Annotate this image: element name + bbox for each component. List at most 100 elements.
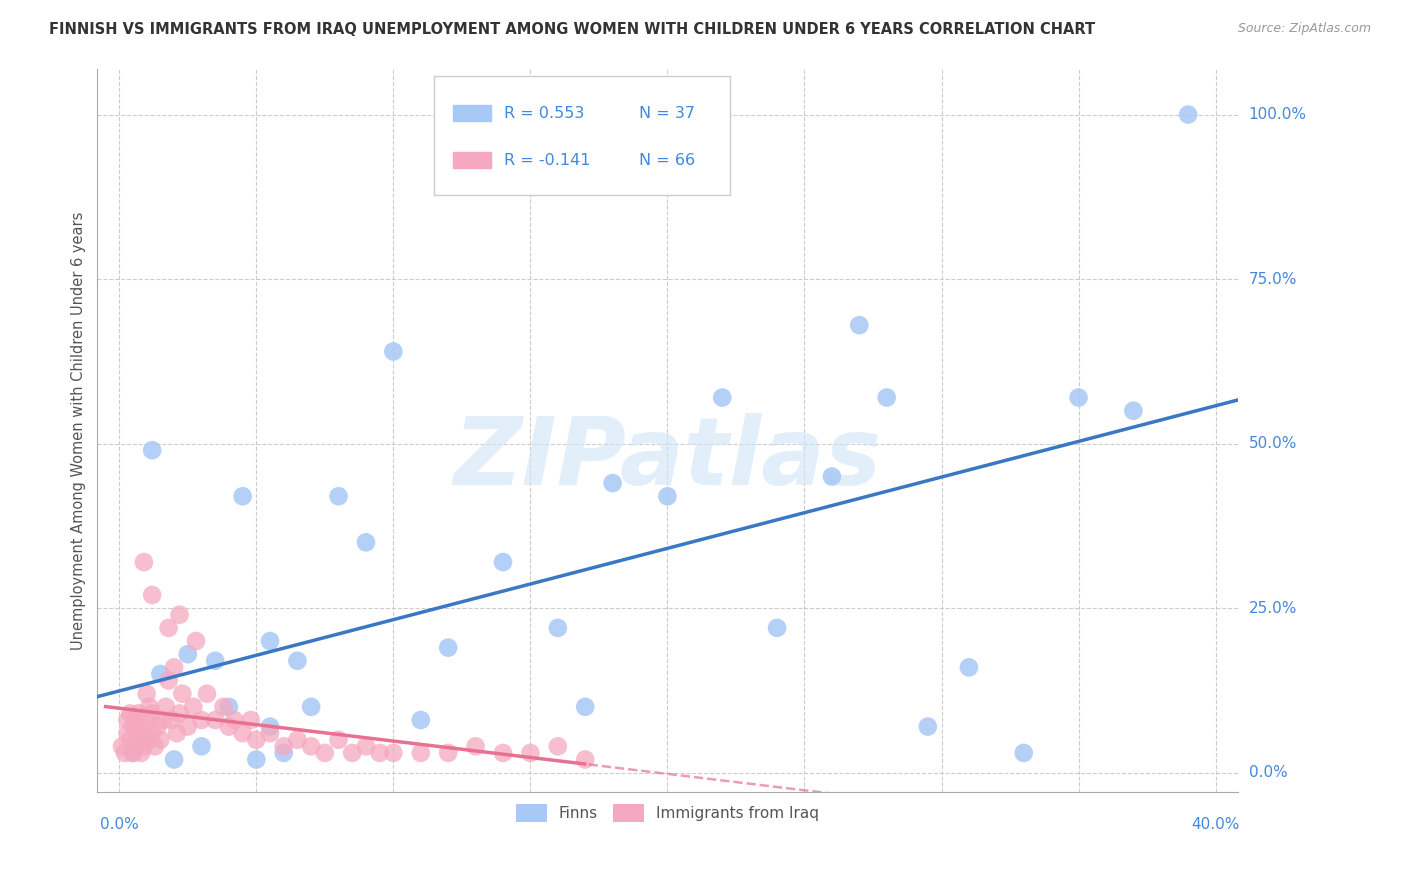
Point bbox=[169, 607, 191, 622]
Point bbox=[848, 318, 870, 333]
Point bbox=[127, 732, 149, 747]
Point bbox=[239, 713, 262, 727]
Point bbox=[204, 713, 226, 727]
Point bbox=[163, 660, 186, 674]
Legend: Finns, Immigrants from Iraq: Finns, Immigrants from Iraq bbox=[510, 798, 825, 828]
Point bbox=[143, 739, 166, 754]
Point bbox=[519, 746, 541, 760]
Point bbox=[547, 621, 569, 635]
Point bbox=[382, 344, 405, 359]
Bar bbox=[453, 105, 491, 121]
Point bbox=[195, 687, 218, 701]
Point bbox=[409, 713, 432, 727]
Point bbox=[141, 706, 163, 721]
Point bbox=[437, 640, 460, 655]
Point bbox=[232, 489, 254, 503]
Point bbox=[547, 739, 569, 754]
Point bbox=[160, 713, 183, 727]
Point bbox=[129, 720, 152, 734]
Point bbox=[181, 699, 204, 714]
Point bbox=[122, 746, 145, 760]
Point bbox=[149, 667, 172, 681]
Point bbox=[259, 720, 281, 734]
Text: R = -0.141: R = -0.141 bbox=[505, 153, 591, 168]
Point bbox=[122, 720, 145, 734]
Point bbox=[120, 732, 142, 747]
Point bbox=[259, 634, 281, 648]
Text: 0.0%: 0.0% bbox=[1249, 765, 1288, 780]
Point bbox=[122, 746, 145, 760]
Point bbox=[190, 713, 212, 727]
Point bbox=[212, 699, 235, 714]
Point bbox=[382, 746, 405, 760]
Point bbox=[117, 726, 139, 740]
Text: N = 37: N = 37 bbox=[638, 105, 695, 120]
Point bbox=[245, 732, 267, 747]
Point bbox=[1177, 107, 1199, 121]
Text: 50.0%: 50.0% bbox=[1249, 436, 1296, 451]
Point bbox=[157, 621, 180, 635]
Point bbox=[917, 720, 939, 734]
Point bbox=[177, 720, 200, 734]
Text: FINNISH VS IMMIGRANTS FROM IRAQ UNEMPLOYMENT AMONG WOMEN WITH CHILDREN UNDER 6 Y: FINNISH VS IMMIGRANTS FROM IRAQ UNEMPLOY… bbox=[49, 22, 1095, 37]
Point bbox=[821, 469, 844, 483]
Point bbox=[314, 746, 336, 760]
Point bbox=[354, 535, 377, 549]
Point bbox=[149, 732, 172, 747]
Point bbox=[368, 746, 391, 760]
Point bbox=[299, 699, 322, 714]
Point bbox=[138, 699, 160, 714]
Point bbox=[957, 660, 980, 674]
Point bbox=[204, 654, 226, 668]
Point bbox=[114, 746, 136, 760]
Point bbox=[132, 739, 155, 754]
Point bbox=[354, 739, 377, 754]
Point bbox=[273, 739, 295, 754]
Point bbox=[141, 726, 163, 740]
Point bbox=[190, 739, 212, 754]
Point bbox=[141, 588, 163, 602]
Point bbox=[328, 732, 350, 747]
Point bbox=[135, 687, 157, 701]
Point bbox=[163, 752, 186, 766]
Point bbox=[166, 726, 188, 740]
Point bbox=[224, 713, 246, 727]
Text: 25.0%: 25.0% bbox=[1249, 600, 1296, 615]
Point bbox=[492, 746, 515, 760]
Point bbox=[287, 732, 309, 747]
Text: 75.0%: 75.0% bbox=[1249, 271, 1296, 286]
Point bbox=[245, 752, 267, 766]
Point bbox=[492, 555, 515, 569]
Point bbox=[232, 726, 254, 740]
Point bbox=[135, 713, 157, 727]
Text: Source: ZipAtlas.com: Source: ZipAtlas.com bbox=[1237, 22, 1371, 36]
Point bbox=[1122, 403, 1144, 417]
Point bbox=[218, 720, 240, 734]
FancyBboxPatch shape bbox=[433, 76, 730, 195]
Point bbox=[711, 391, 734, 405]
Point bbox=[132, 555, 155, 569]
Point bbox=[259, 726, 281, 740]
Point bbox=[117, 713, 139, 727]
Point bbox=[1012, 746, 1035, 760]
Point bbox=[287, 654, 309, 668]
Point bbox=[602, 476, 624, 491]
Point bbox=[574, 752, 596, 766]
Point bbox=[155, 699, 177, 714]
Point bbox=[135, 732, 157, 747]
Point bbox=[218, 699, 240, 714]
Point bbox=[409, 746, 432, 760]
Text: 0.0%: 0.0% bbox=[100, 817, 139, 832]
Y-axis label: Unemployment Among Women with Children Under 6 years: Unemployment Among Women with Children U… bbox=[72, 211, 86, 649]
Text: 40.0%: 40.0% bbox=[1191, 817, 1240, 832]
Point bbox=[876, 391, 898, 405]
Point bbox=[127, 706, 149, 721]
Point bbox=[328, 489, 350, 503]
Point bbox=[574, 699, 596, 714]
Point bbox=[141, 443, 163, 458]
Point bbox=[342, 746, 364, 760]
Point bbox=[132, 726, 155, 740]
Point bbox=[157, 673, 180, 688]
Point bbox=[766, 621, 789, 635]
Text: N = 66: N = 66 bbox=[638, 153, 695, 168]
